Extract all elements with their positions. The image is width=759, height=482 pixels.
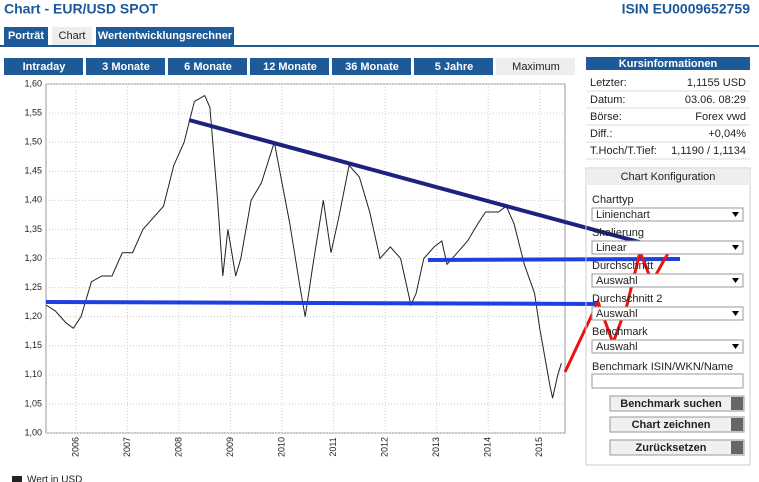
y-tick-label: 1,35 bbox=[24, 224, 42, 234]
kurs-header bbox=[586, 57, 750, 70]
button[interactable] bbox=[609, 395, 745, 412]
select-arrow[interactable] bbox=[732, 212, 739, 217]
y-tick-label: 1,10 bbox=[24, 369, 42, 379]
field-label: Durchschnitt 2 bbox=[592, 293, 662, 305]
kurs-label: Datum: bbox=[590, 94, 625, 106]
x-tick-label: 2015 bbox=[534, 437, 544, 457]
y-tick-label: 1,00 bbox=[24, 427, 42, 437]
y-tick-label: 1,60 bbox=[24, 78, 42, 88]
button-icon[interactable] bbox=[731, 441, 743, 454]
select-value[interactable]: Auswahl bbox=[596, 275, 638, 287]
field-label: Charttyp bbox=[592, 194, 634, 206]
kurs-label: Diff.: bbox=[590, 128, 612, 140]
field-label: Benchmark bbox=[592, 326, 648, 338]
y-tick-label: 1,55 bbox=[24, 107, 42, 117]
x-tick-label: 2011 bbox=[328, 437, 338, 456]
button[interactable] bbox=[609, 416, 745, 433]
period-tab[interactable] bbox=[332, 58, 411, 75]
select-arrow[interactable] bbox=[732, 311, 739, 316]
period-tab-label[interactable]: Intraday bbox=[23, 61, 67, 73]
x-tick-label: 2009 bbox=[225, 437, 235, 457]
period-tab-label[interactable]: 3 Monate bbox=[102, 61, 150, 73]
y-tick-label: 1,45 bbox=[24, 166, 42, 176]
x-tick-label: 2014 bbox=[483, 437, 493, 457]
kurs-value: 1,1190 / 1,1134 bbox=[671, 145, 746, 157]
text-input[interactable] bbox=[591, 373, 744, 389]
select[interactable] bbox=[591, 306, 744, 321]
period-tab[interactable] bbox=[496, 58, 575, 75]
x-tick-label: 2012 bbox=[380, 437, 390, 457]
kurs-label: Börse: bbox=[590, 111, 622, 123]
period-tab-label[interactable]: 6 Monate bbox=[184, 61, 232, 73]
x-tick-label: 2008 bbox=[173, 437, 183, 457]
period-tab-label[interactable]: 36 Monate bbox=[345, 61, 399, 73]
period-tab-label[interactable]: 12 Monate bbox=[263, 61, 317, 73]
x-tick-label: 2013 bbox=[431, 437, 441, 457]
field-label: Skalierung bbox=[592, 227, 644, 239]
x-tick-label: 2010 bbox=[276, 437, 286, 457]
period-tab[interactable] bbox=[414, 58, 493, 75]
select[interactable] bbox=[591, 240, 744, 255]
config-panel bbox=[585, 167, 751, 466]
y-tick-label: 1,20 bbox=[24, 311, 42, 321]
button-label[interactable]: Zurücksetzen bbox=[636, 442, 707, 454]
kurs-title: Kursinformationen bbox=[619, 58, 718, 70]
y-tick-label: 1,50 bbox=[24, 137, 42, 147]
y-tick-label: 1,40 bbox=[24, 195, 42, 205]
tab-label[interactable]: Wertentwicklungsrechner bbox=[98, 30, 233, 42]
x-tick-label: 2006 bbox=[70, 437, 80, 457]
select-arrow[interactable] bbox=[732, 245, 739, 250]
config-title: Chart Konfiguration bbox=[621, 171, 716, 183]
price-line bbox=[45, 94, 562, 399]
y-tick-label: 1,05 bbox=[24, 398, 42, 408]
button-label[interactable]: Benchmark suchen bbox=[620, 398, 722, 410]
tab[interactable] bbox=[4, 27, 48, 45]
select-value[interactable]: Auswahl bbox=[596, 308, 638, 320]
tab-label[interactable]: Chart bbox=[59, 30, 86, 42]
select-arrow[interactable] bbox=[732, 344, 739, 349]
period-tab[interactable] bbox=[168, 58, 247, 75]
kurs-label: Letzter: bbox=[590, 77, 627, 89]
button-icon[interactable] bbox=[731, 418, 743, 431]
page-title: Chart - EUR/USD SPOT bbox=[4, 1, 158, 17]
tab[interactable] bbox=[96, 27, 234, 45]
period-tab-label[interactable]: 5 Jahre bbox=[435, 61, 474, 73]
field-label: Durchschnitt bbox=[592, 260, 653, 272]
y-tick-label: 1,30 bbox=[24, 253, 42, 263]
select-value[interactable]: Linienchart bbox=[596, 209, 650, 221]
trend-line bbox=[45, 300, 599, 306]
select[interactable] bbox=[591, 339, 744, 354]
kurs-label: T.Hoch/T.Tief: bbox=[590, 145, 657, 157]
kurs-value: 1,1155 USD bbox=[687, 77, 746, 89]
button[interactable] bbox=[609, 439, 745, 456]
select[interactable] bbox=[591, 207, 744, 222]
period-tab[interactable] bbox=[250, 58, 329, 75]
tab-label[interactable]: Porträt bbox=[8, 30, 44, 42]
kurs-value: +0,04% bbox=[708, 128, 746, 140]
tab[interactable] bbox=[52, 27, 92, 45]
legend-label: Wert in USD bbox=[27, 475, 82, 482]
button-icon[interactable] bbox=[731, 397, 743, 410]
select-value[interactable]: Linear bbox=[596, 242, 627, 254]
button-label[interactable]: Chart zeichnen bbox=[632, 419, 711, 431]
period-tab-label[interactable]: Maximum bbox=[512, 61, 560, 73]
kurs-value: Forex vwd bbox=[695, 111, 746, 123]
config-header bbox=[586, 169, 750, 185]
period-tab[interactable] bbox=[4, 58, 83, 75]
period-tab[interactable] bbox=[86, 58, 165, 75]
trend-line bbox=[188, 118, 673, 253]
y-tick-label: 1,25 bbox=[24, 282, 42, 292]
input-label: Benchmark ISIN/WKN/Name bbox=[592, 361, 733, 373]
legend-swatch bbox=[12, 476, 22, 482]
select-arrow[interactable] bbox=[732, 278, 739, 283]
y-tick-label: 1,15 bbox=[24, 340, 42, 350]
select[interactable] bbox=[591, 273, 744, 288]
isin: ISIN EU0009652759 bbox=[622, 1, 751, 17]
kurs-value: 03.06. 08:29 bbox=[685, 94, 746, 106]
x-tick-label: 2007 bbox=[122, 437, 132, 457]
select-value[interactable]: Auswahl bbox=[596, 341, 638, 353]
